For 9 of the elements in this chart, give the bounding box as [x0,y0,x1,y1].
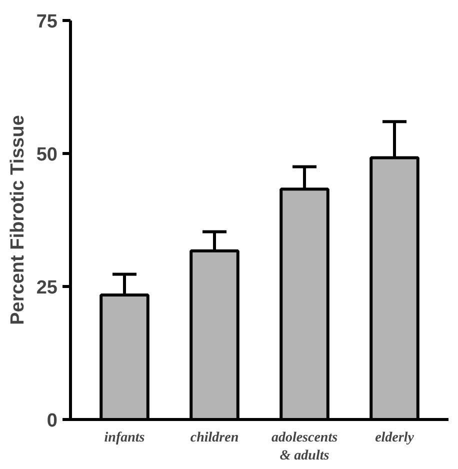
x-tick-label: elderly [375,430,415,446]
y-tick-label: 0 [46,410,58,432]
x-tick-label: children [190,430,239,446]
y-tick-label: 75 [36,12,58,32]
y-tick-label: 50 [36,144,58,166]
y-axis-title: Percent Fibrotic Tissue [7,115,28,325]
y-tick-label: 25 [36,278,58,298]
x-tick-label: adolescents & adults [271,430,338,464]
x-tick-label: infants [104,430,146,446]
